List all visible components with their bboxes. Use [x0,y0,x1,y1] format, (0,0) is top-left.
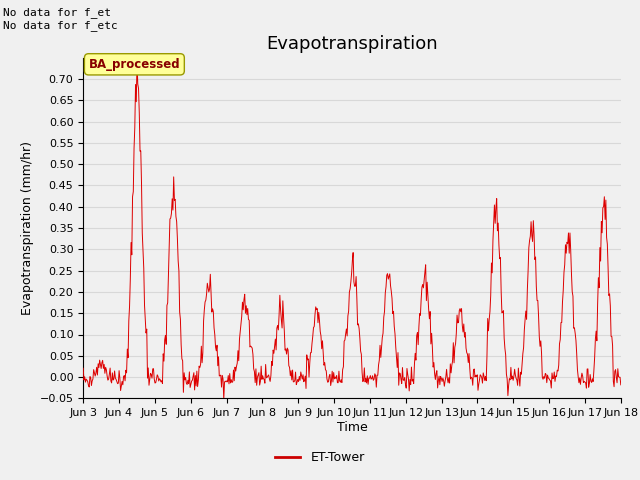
X-axis label: Time: Time [337,421,367,434]
Title: Evapotranspiration: Evapotranspiration [266,35,438,53]
Text: No data for f_et
No data for f_etc: No data for f_et No data for f_etc [3,7,118,31]
Legend: ET-Tower: ET-Tower [270,446,370,469]
Text: BA_processed: BA_processed [88,58,180,71]
Y-axis label: Evapotranspiration (mm/hr): Evapotranspiration (mm/hr) [21,141,34,315]
